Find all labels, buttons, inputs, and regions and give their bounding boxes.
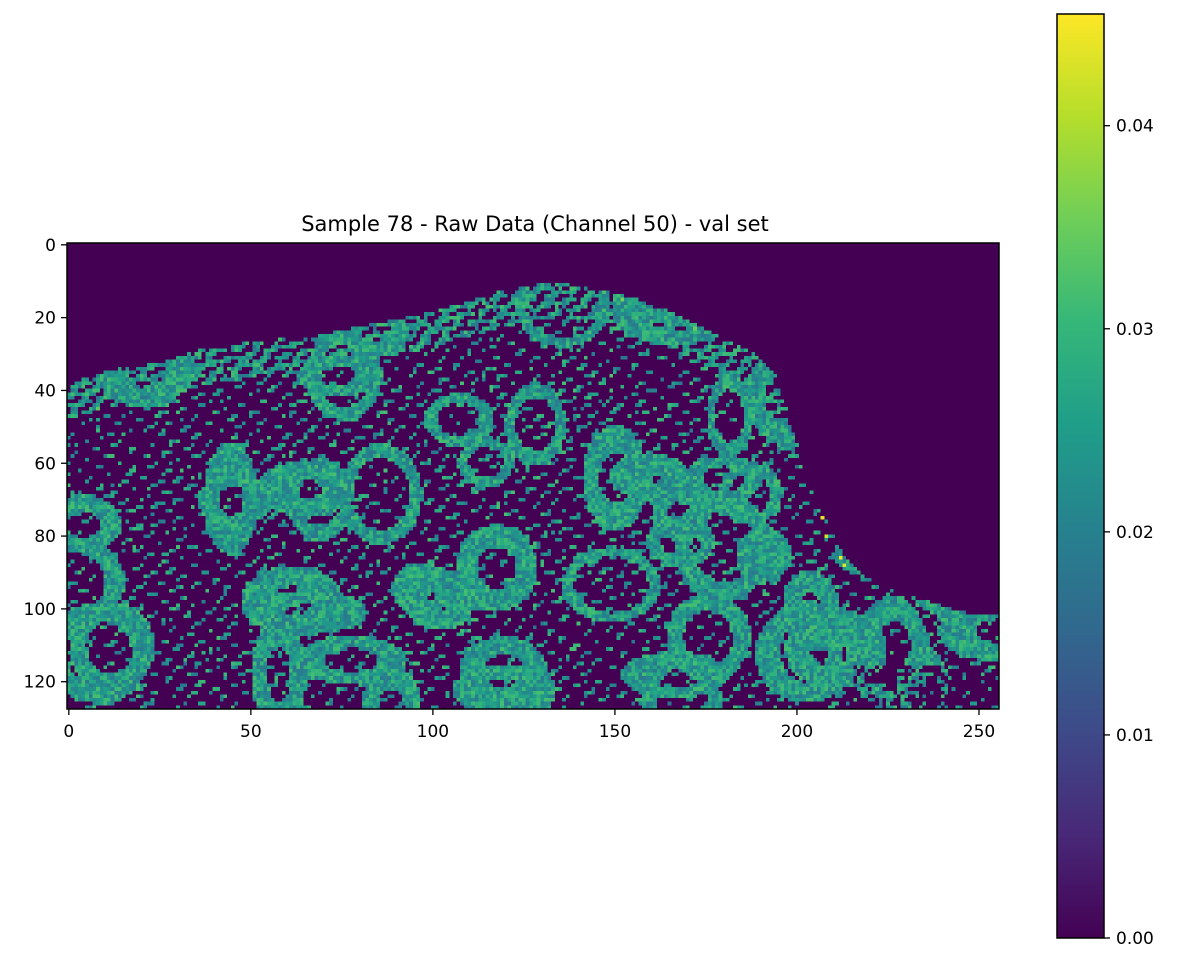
x-tick-label: 100 <box>417 722 449 742</box>
plot-frame <box>66 242 1000 710</box>
colorbar-tick-label: 0.04 <box>1116 117 1154 137</box>
y-tick-label: 60 <box>34 454 56 474</box>
x-tick-label: 0 <box>63 722 74 742</box>
colorbar-tick-label: 0.00 <box>1116 929 1154 949</box>
x-axis: 0 50 100 150 200 250 <box>63 709 995 742</box>
heatmap-plot-area: 0 50 100 150 200 250 0 20 40 60 80 100 120 <box>24 236 1000 742</box>
y-tick-label: 40 <box>34 381 56 401</box>
y-axis: 0 20 40 60 80 100 120 <box>24 236 67 693</box>
y-tick-label: 100 <box>24 600 56 620</box>
colorbar-axis: 0.00 0.01 0.02 0.03 0.04 <box>1104 117 1154 949</box>
x-tick-label: 200 <box>781 722 813 742</box>
colorbar: 0.00 0.01 0.02 0.03 0.04 <box>1056 13 1154 949</box>
x-tick-label: 150 <box>599 722 631 742</box>
y-tick-label: 0 <box>45 236 56 256</box>
colorbar-tick-label: 0.02 <box>1116 523 1154 543</box>
colorbar-tick-label: 0.03 <box>1116 320 1154 340</box>
x-tick-label: 50 <box>240 722 262 742</box>
y-tick-label: 80 <box>34 527 56 547</box>
colorbar-gradient <box>1057 14 1104 938</box>
chart-title: Sample 78 - Raw Data (Channel 50) - val … <box>301 212 769 236</box>
heatmap-image <box>67 243 999 709</box>
colorbar-tick-label: 0.01 <box>1116 726 1154 746</box>
y-tick-label: 20 <box>34 309 56 329</box>
x-tick-label: 250 <box>963 722 995 742</box>
y-tick-label: 120 <box>24 673 56 693</box>
colorbar-frame <box>1056 13 1105 939</box>
